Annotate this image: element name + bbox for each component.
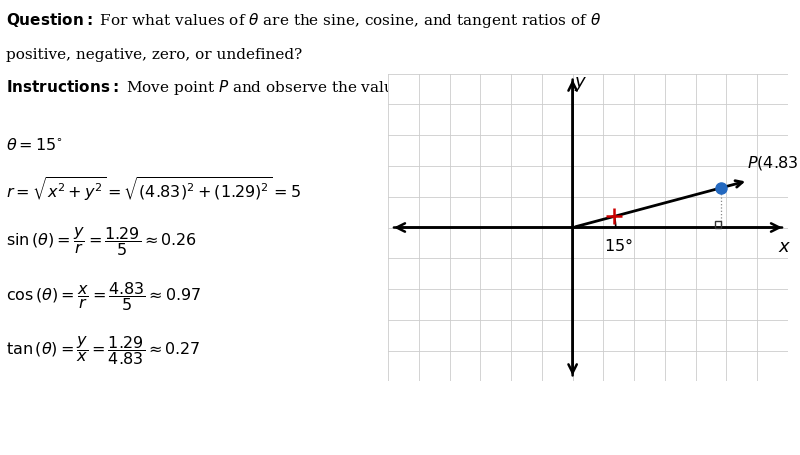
Text: $\theta = 15^{\circ}$: $\theta = 15^{\circ}$ (6, 136, 63, 153)
Text: $x$: $x$ (778, 238, 791, 256)
Text: $r = \sqrt{x^2 + y^2} = \sqrt{(4.83)^2 + (1.29)^2} = 5$: $r = \sqrt{x^2 + y^2} = \sqrt{(4.83)^2 +… (6, 175, 301, 202)
Text: $\cos\left(\theta\right) = \dfrac{x}{r} = \dfrac{4.83}{5} \approx 0.97$: $\cos\left(\theta\right) = \dfrac{x}{r} … (6, 280, 202, 313)
Text: positive, negative, zero, or undefined?: positive, negative, zero, or undefined? (6, 48, 302, 62)
Text: $\sin\left(\theta\right) = \dfrac{y}{r} = \dfrac{1.29}{5} \approx 0.26$: $\sin\left(\theta\right) = \dfrac{y}{r} … (6, 225, 196, 258)
Text: $15°$: $15°$ (604, 238, 633, 255)
Text: $\mathbf{Instructions{:}}$ Move point $P$ and observe the values of the trigonom: $\mathbf{Instructions{:}}$ Move point $P… (6, 78, 626, 97)
Text: $\tan\left(\theta\right) = \dfrac{y}{x} = \dfrac{1.29}{4.83} \approx 0.27$: $\tan\left(\theta\right) = \dfrac{y}{x} … (6, 334, 200, 368)
Text: $P(4.83, 1.29)$: $P(4.83, 1.29)$ (747, 154, 800, 172)
Bar (715, 221, 722, 228)
Text: $\mathbf{Question{:}}$ For what values of $\theta$ are the sine, cosine, and tan: $\mathbf{Question{:}}$ For what values o… (6, 11, 601, 30)
Text: $y$: $y$ (574, 75, 587, 93)
